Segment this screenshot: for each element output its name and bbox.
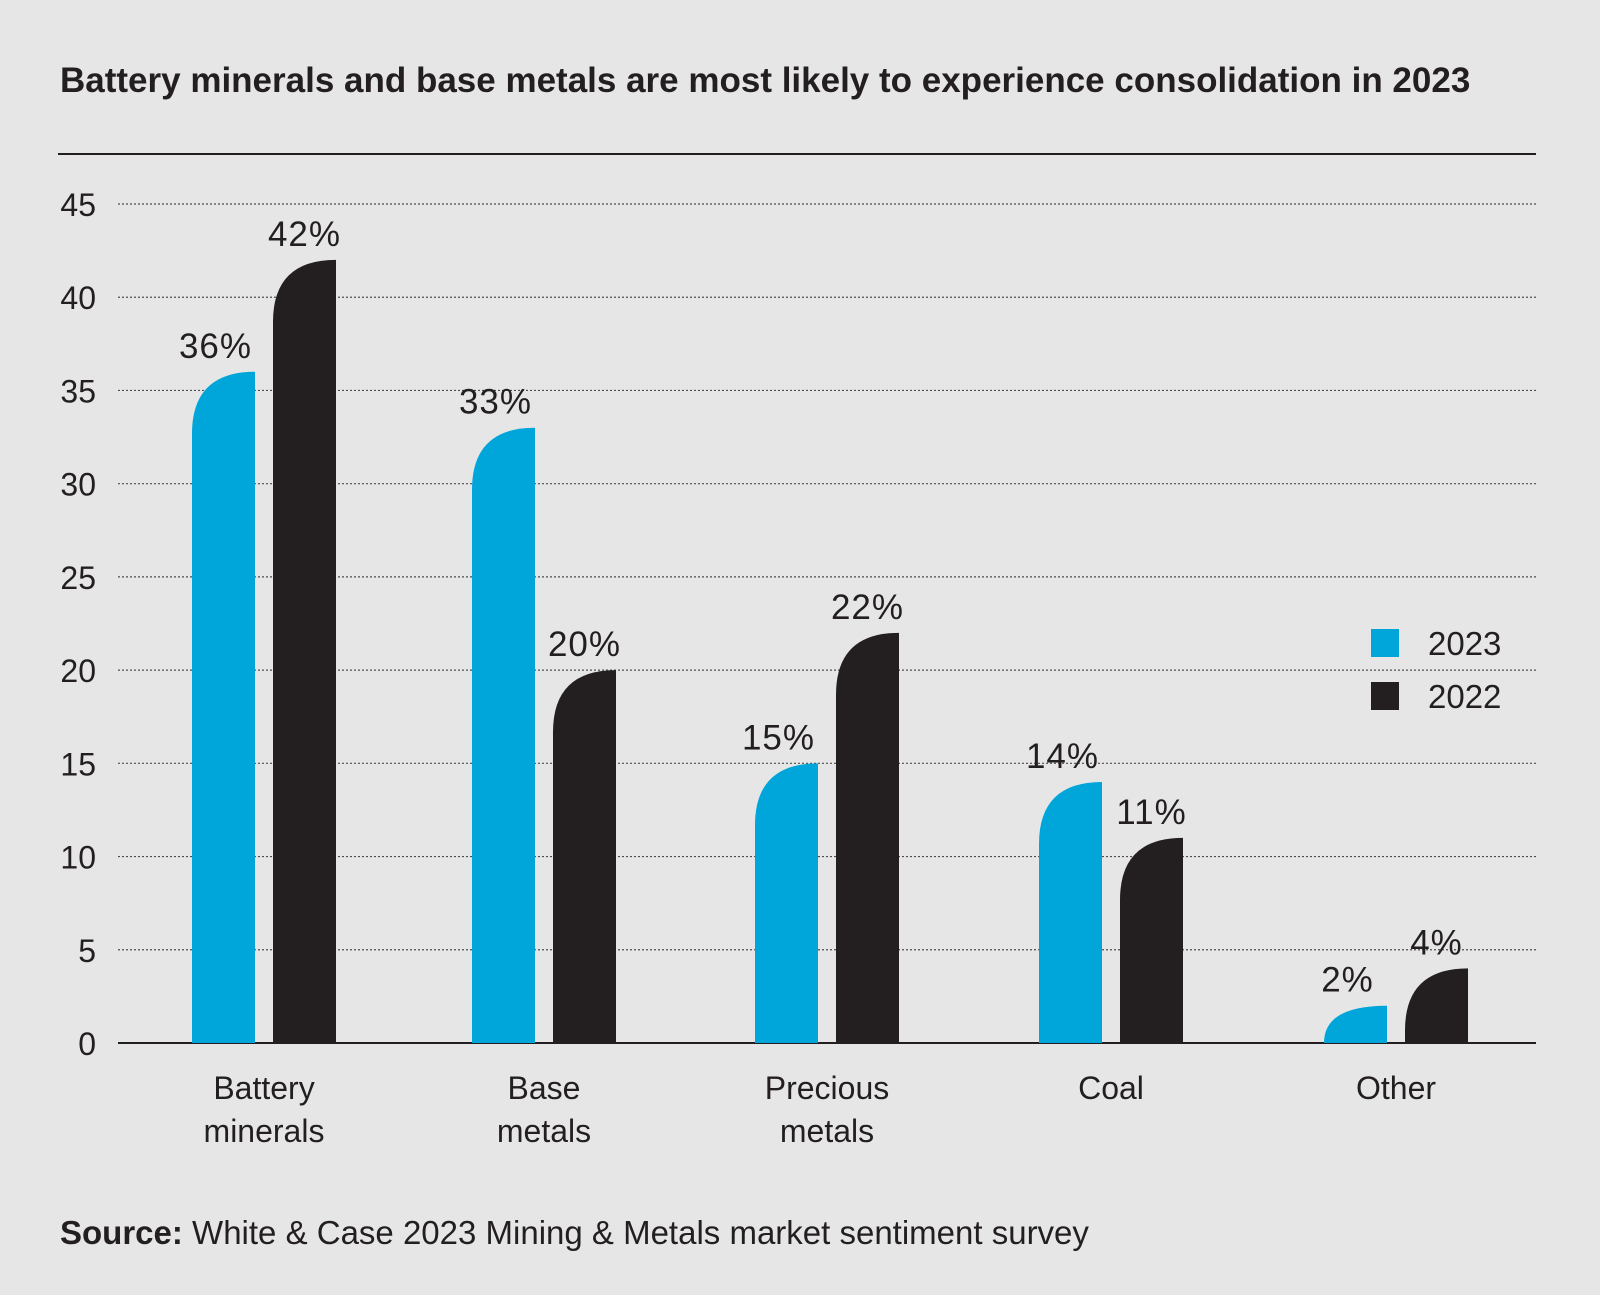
y-tick-label: 35: [60, 373, 96, 409]
data-label-2022: 20%: [548, 625, 621, 664]
y-tick-label: 0: [78, 1026, 96, 1062]
bar-2023: [1324, 1005, 1387, 1043]
data-label-2022: 22%: [831, 588, 904, 627]
data-label-2022: 42%: [268, 215, 341, 254]
x-category-label: Battery: [213, 1070, 314, 1106]
data-label-2022: 11%: [1116, 793, 1186, 832]
y-tick-label: 20: [60, 653, 96, 689]
bar-2023: [192, 371, 255, 1043]
legend-swatch-2023: [1371, 629, 1399, 657]
chart-title: Battery minerals and base metals are mos…: [60, 61, 1471, 100]
y-tick-label: 30: [60, 467, 96, 503]
source-note: Source: White & Case 2023 Mining & Metal…: [60, 1213, 1089, 1253]
x-category-label: Precious: [765, 1070, 890, 1106]
y-tick-label: 45: [60, 187, 96, 223]
title-divider: [58, 153, 1536, 155]
bar-2022: [836, 632, 899, 1043]
data-label-2023: 33%: [459, 383, 532, 422]
x-category-label: Other: [1356, 1070, 1436, 1106]
source-text: White & Case 2023 Mining & Metals market…: [192, 1214, 1089, 1251]
x-category-label: Coal: [1078, 1070, 1144, 1106]
source-label: Source:: [60, 1214, 183, 1251]
bar-2022: [1120, 837, 1183, 1043]
x-category-label: minerals: [204, 1113, 325, 1149]
x-category-label: metals: [497, 1113, 591, 1149]
y-tick-label: 25: [60, 560, 96, 596]
data-label-2023: 14%: [1026, 737, 1099, 776]
data-label-2023: 36%: [179, 327, 252, 366]
bar-2022: [1405, 968, 1468, 1043]
data-label-2023: 15%: [742, 718, 815, 757]
x-category-label: Base: [508, 1070, 581, 1106]
bar-2023: [755, 763, 818, 1043]
data-label-2022: 4%: [1410, 923, 1463, 962]
legend-swatch-2022: [1371, 682, 1399, 710]
bar-2023: [472, 427, 535, 1043]
y-tick-label: 15: [60, 746, 96, 782]
legend-label-2023: 2023: [1428, 625, 1501, 662]
legend-label-2022: 2022: [1428, 678, 1501, 715]
y-tick-label: 10: [60, 840, 96, 876]
x-category-label: metals: [780, 1113, 874, 1149]
data-label-2023: 2%: [1321, 961, 1374, 1000]
y-tick-label: 5: [78, 933, 96, 969]
bar-2022: [273, 259, 336, 1043]
bar-2023: [1039, 781, 1102, 1043]
bar-2022: [553, 670, 616, 1043]
y-tick-label: 40: [60, 280, 96, 316]
